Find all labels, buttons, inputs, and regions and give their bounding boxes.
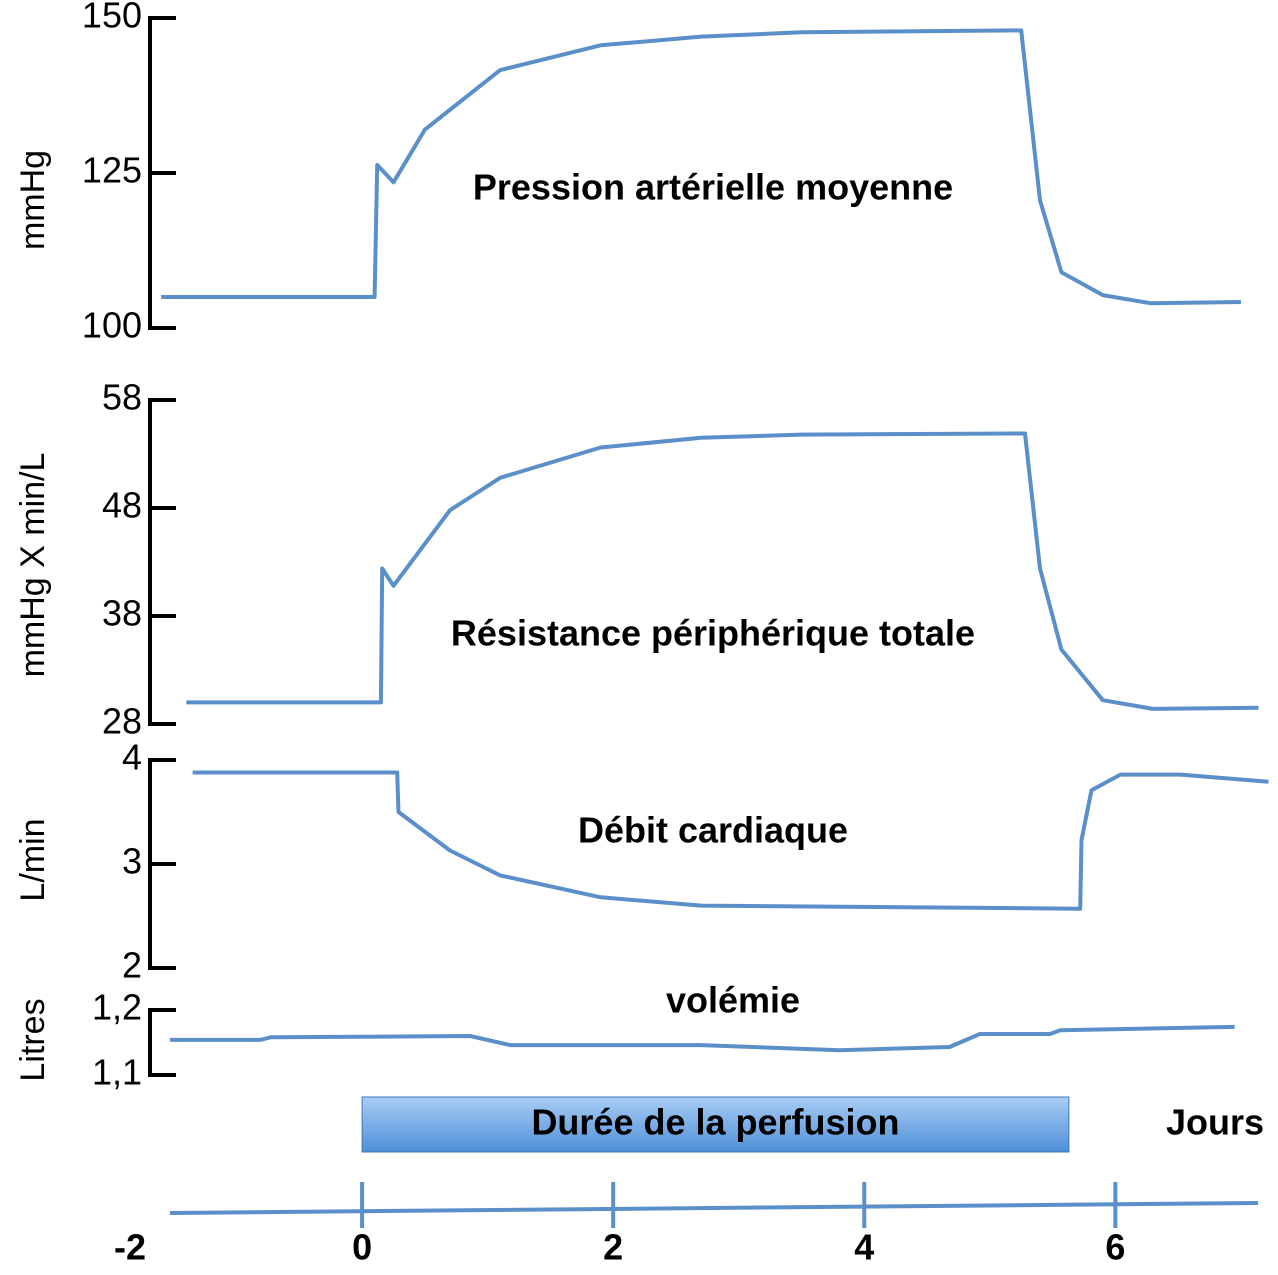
x-tick-label: -2 [114,1227,146,1268]
y-tick-label: 28 [102,701,142,742]
data-line [161,28,1241,306]
data-line [170,1024,1235,1053]
y-axis-label: L/min [14,818,52,901]
y-axis-label: mmHg X min/L [14,453,52,678]
perfusion-label: Durée de la perfusion [531,1102,899,1143]
perfusion-bar [361,1096,1070,1153]
x-tick-label: 6 [1105,1227,1125,1268]
y-tick-label: 125 [82,150,142,191]
panel-title: Débit cardiaque [578,810,848,851]
y-tick-label: 48 [102,485,142,526]
y-axis-label: mmHg [14,150,52,250]
y-tick-label: 38 [102,593,142,634]
y-tick-label: 100 [82,305,142,346]
y-tick-label: 150 [82,0,142,36]
panel-title: Pression artérielle moyenne [473,167,953,208]
y-tick-label: 1,2 [92,987,142,1028]
y-tick-label: 1,1 [92,1052,142,1093]
x-axis [169,1201,1259,1215]
x-tick-label: 0 [352,1227,372,1268]
x-tick-label: 2 [603,1227,623,1268]
y-tick-label: 2 [122,945,142,986]
data-line [186,431,1259,711]
panel-title: volémie [666,980,800,1021]
x-tick-label: 4 [854,1227,874,1268]
y-axis-label: Litres [14,998,52,1081]
y-tick-label: 3 [122,841,142,882]
data-line [192,770,1269,911]
x-axis-label: Jours [1166,1102,1264,1143]
y-tick-label: 58 [102,377,142,418]
y-tick-label: 4 [122,737,142,778]
panel-title: Résistance périphérique totale [451,613,975,654]
